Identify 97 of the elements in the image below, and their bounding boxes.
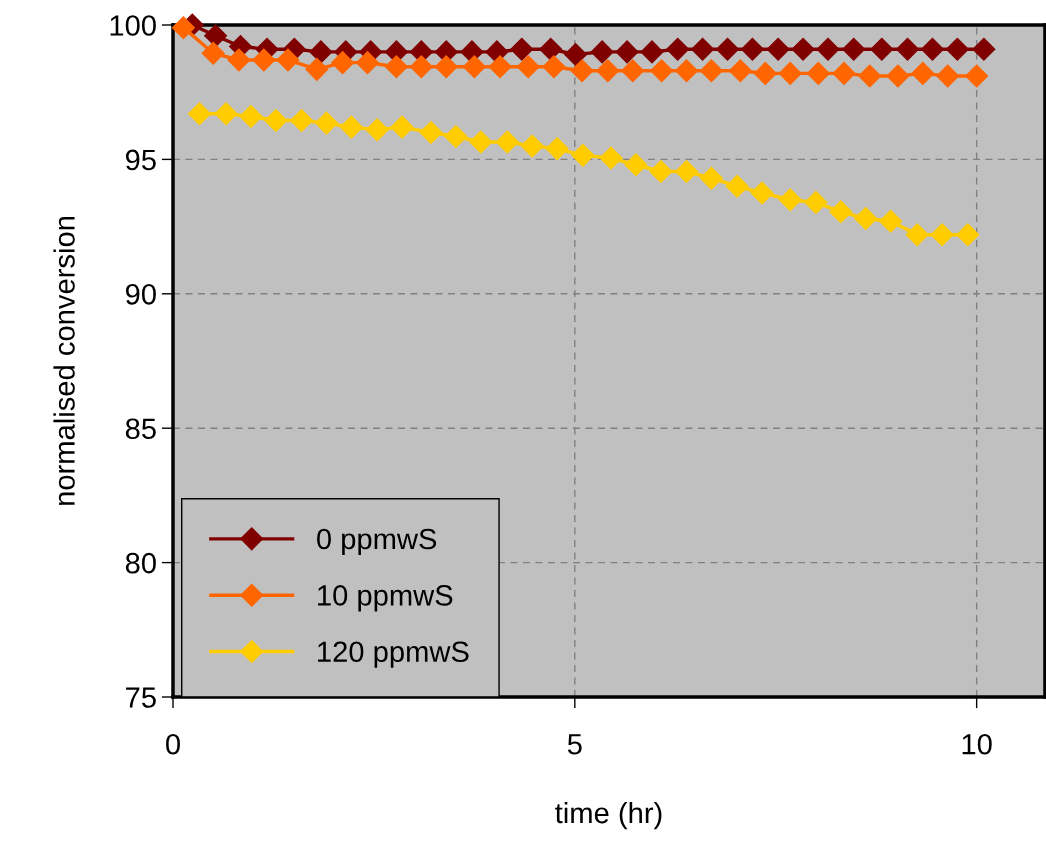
point xyxy=(896,37,920,61)
point xyxy=(816,37,840,61)
point xyxy=(469,130,493,154)
point xyxy=(972,37,996,61)
point xyxy=(171,16,195,40)
point xyxy=(365,118,389,142)
point xyxy=(854,207,878,231)
point xyxy=(444,125,468,149)
point xyxy=(434,55,458,79)
point xyxy=(390,115,414,139)
point xyxy=(640,40,664,64)
point xyxy=(545,137,569,161)
point xyxy=(829,200,853,224)
y-tick-label: 80 xyxy=(125,552,156,574)
point xyxy=(905,223,929,247)
legend-label: 0 ppmwS xyxy=(317,528,437,556)
point xyxy=(384,55,408,79)
point xyxy=(879,209,903,233)
point xyxy=(699,59,723,83)
point xyxy=(495,130,519,154)
point xyxy=(750,181,774,205)
point xyxy=(570,59,594,83)
point xyxy=(204,24,228,48)
y-tick-label: 75 xyxy=(126,687,156,708)
point xyxy=(409,55,433,79)
point xyxy=(596,59,620,83)
point xyxy=(520,134,544,158)
point xyxy=(806,61,830,85)
y-tick-label: 95 xyxy=(125,149,156,171)
point xyxy=(945,37,969,61)
y-tick-label: 90 xyxy=(125,284,156,305)
point xyxy=(624,153,648,177)
legend-label: 10 ppmwS xyxy=(318,585,453,612)
point xyxy=(564,43,588,67)
x-tick-label: 5 xyxy=(567,734,582,755)
point xyxy=(699,166,723,190)
point xyxy=(675,159,699,183)
point xyxy=(264,108,288,132)
point xyxy=(649,159,673,183)
point xyxy=(965,64,989,88)
point xyxy=(355,51,379,75)
y-axis-title: normalised conversion xyxy=(53,216,75,505)
point xyxy=(956,223,980,247)
point xyxy=(516,55,540,79)
point xyxy=(753,61,777,85)
point xyxy=(832,61,856,85)
point xyxy=(488,55,512,79)
point xyxy=(510,37,534,61)
point xyxy=(858,64,882,88)
point xyxy=(188,102,212,126)
point xyxy=(691,37,715,61)
point xyxy=(778,188,802,212)
point xyxy=(911,61,935,85)
point xyxy=(214,102,238,126)
point xyxy=(870,37,894,61)
point xyxy=(886,64,910,88)
point xyxy=(339,115,363,139)
point xyxy=(621,59,645,83)
point xyxy=(675,59,699,83)
point xyxy=(276,48,300,72)
legend-label: 120 ppmwS xyxy=(318,641,469,668)
point xyxy=(666,37,690,61)
x-tick-label: 10 xyxy=(962,733,992,755)
point xyxy=(462,55,486,79)
point xyxy=(571,143,595,167)
point xyxy=(227,48,251,72)
point xyxy=(725,174,749,198)
point xyxy=(716,37,740,61)
point xyxy=(290,108,314,132)
point xyxy=(778,61,802,85)
point xyxy=(309,40,333,64)
point xyxy=(740,37,764,61)
x-tick-label: 0 xyxy=(166,733,180,755)
point xyxy=(314,111,338,135)
point xyxy=(920,37,944,61)
point xyxy=(539,37,563,61)
point xyxy=(599,146,623,170)
point xyxy=(615,40,639,64)
x-axis-title: time (hr) xyxy=(555,801,662,830)
point xyxy=(419,121,443,145)
point xyxy=(542,55,566,79)
y-tick-label: 100 xyxy=(110,15,156,36)
point xyxy=(305,57,329,81)
point xyxy=(331,51,355,75)
point xyxy=(804,190,828,214)
point xyxy=(590,40,614,64)
point xyxy=(936,64,960,88)
point xyxy=(650,59,674,83)
point xyxy=(239,104,263,128)
point xyxy=(930,223,954,247)
point xyxy=(791,37,815,61)
y-tick-label: 85 xyxy=(125,418,156,440)
point xyxy=(728,59,752,83)
point xyxy=(766,37,790,61)
point xyxy=(252,48,276,72)
point xyxy=(842,37,866,61)
point xyxy=(201,41,225,65)
